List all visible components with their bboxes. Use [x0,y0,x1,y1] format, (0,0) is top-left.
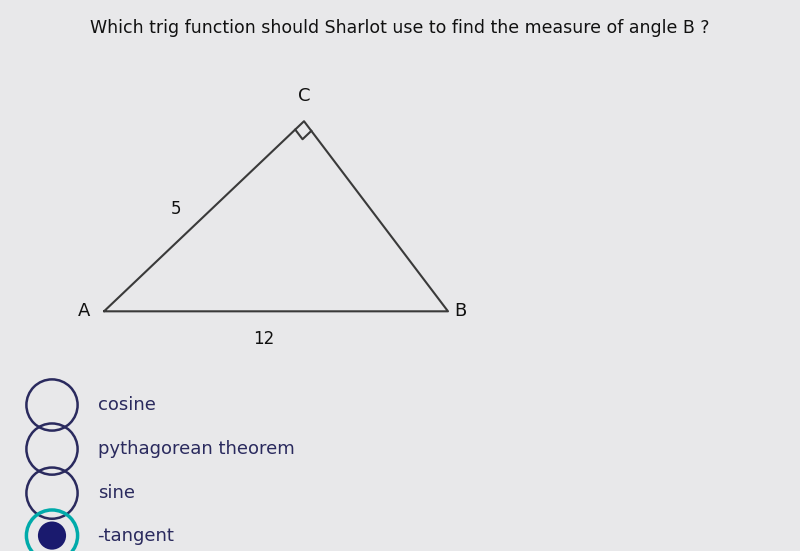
Text: Which trig function should Sharlot use to find the measure of angle B ?: Which trig function should Sharlot use t… [90,19,710,37]
Text: B: B [454,302,466,320]
Text: pythagorean theorem: pythagorean theorem [98,440,294,458]
Text: C: C [298,88,310,105]
Text: -tangent: -tangent [98,527,174,544]
Text: sine: sine [98,484,134,502]
Text: cosine: cosine [98,396,155,414]
Text: 12: 12 [254,330,274,348]
Text: 5: 5 [170,201,182,218]
Text: A: A [78,302,90,320]
Ellipse shape [38,521,66,550]
